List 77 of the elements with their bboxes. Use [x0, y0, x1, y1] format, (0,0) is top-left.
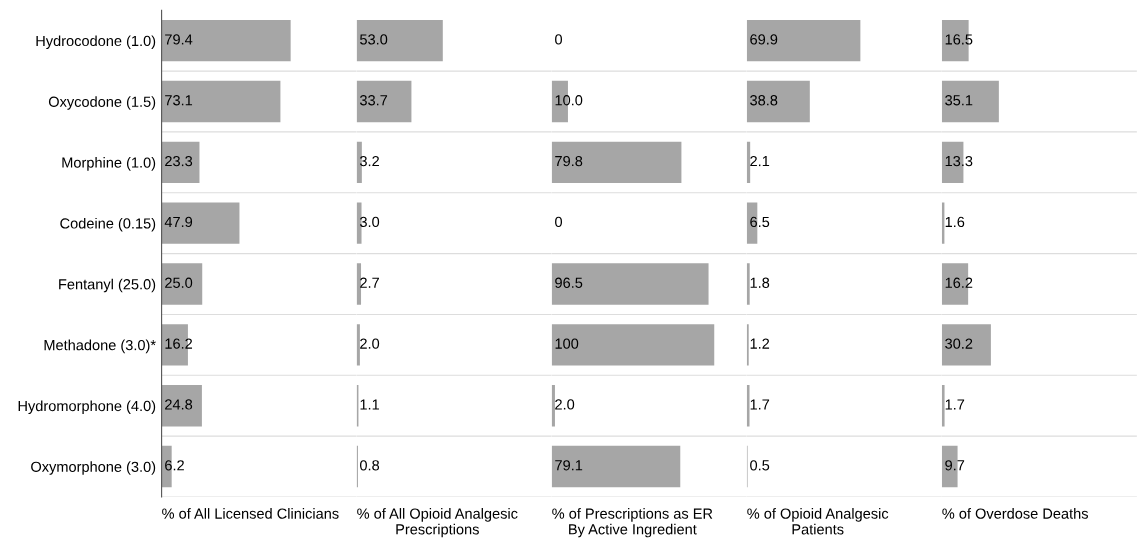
data-label: 2.0 [555, 399, 575, 410]
bar [941, 385, 945, 427]
x-axis-title: % of All Opioid Analgesic Prescriptions [357, 508, 518, 538]
data-label: 0 [555, 216, 563, 228]
data-label: 35.1 [945, 95, 973, 106]
data-label: 1.1 [360, 399, 379, 410]
bar [746, 385, 750, 427]
x-axis-title: % of Overdose Deaths [942, 508, 1088, 519]
data-label: 10.0 [555, 95, 583, 106]
data-label: 47.9 [164, 216, 193, 228]
data-label: 16.5 [945, 34, 973, 45]
bar [161, 385, 202, 427]
bar [356, 263, 362, 305]
y-tick-label: Fentanyl (25.0) [59, 278, 156, 293]
data-label: 1.8 [750, 277, 770, 288]
bar [356, 19, 443, 62]
data-label: 1.7 [750, 399, 770, 410]
data-label: 1.2 [750, 338, 770, 349]
data-label: 73.1 [165, 95, 193, 106]
bar [551, 141, 682, 184]
data-label: 9.7 [945, 460, 965, 471]
data-label: 1.6 [945, 216, 965, 228]
data-label: 13.3 [945, 155, 973, 167]
data-label: 24.8 [165, 399, 193, 410]
data-label: 53.0 [360, 34, 388, 45]
bar [161, 141, 200, 184]
bar [941, 324, 991, 366]
data-label: 23.3 [165, 155, 193, 167]
data-label: 25.0 [165, 277, 193, 288]
data-label: 0.5 [750, 460, 770, 471]
data-label: 69.9 [750, 34, 778, 45]
data-label: 79.4 [165, 34, 193, 45]
bar [161, 19, 291, 62]
data-label: 2.7 [360, 277, 379, 288]
y-tick-label: Codeine (0.15) [60, 217, 156, 232]
y-tick-label: Oxymorphone (3.0) [31, 461, 156, 475]
data-label: 2.1 [750, 155, 770, 167]
data-label: 100 [555, 338, 579, 349]
y-tick-label: Hydrocodone (1.0) [36, 35, 156, 49]
bar [941, 80, 999, 123]
data-label: 0.8 [360, 460, 380, 471]
data-label: 38.8 [750, 95, 778, 106]
data-label: 6.5 [750, 216, 770, 228]
y-tick-label: Methadone (3.0)* [44, 339, 156, 354]
data-label: 0 [555, 34, 563, 45]
data-label: 16.2 [165, 338, 193, 349]
bar [551, 445, 681, 488]
bar [161, 202, 240, 244]
x-axis-title: % of Opioid Analgesic Patients [747, 508, 889, 535]
data-label: 79.1 [555, 460, 583, 471]
y-tick-label: Morphine (1.0) [62, 157, 156, 171]
x-axis-title: % of All Licensed Clinicians [162, 508, 339, 519]
data-label: 1.7 [945, 399, 965, 410]
data-label: 33.7 [359, 95, 388, 106]
bar [551, 263, 709, 305]
y-tick-label: Hydromorphone (4.0) [18, 400, 156, 415]
bar [356, 80, 412, 123]
bar [551, 385, 555, 427]
bar [161, 80, 281, 123]
bar [356, 324, 360, 366]
data-label: 3.2 [359, 155, 379, 167]
bar [161, 263, 203, 305]
data-label: 16.2 [945, 277, 973, 288]
data-label: 6.2 [165, 460, 184, 471]
data-label: 2.0 [360, 338, 380, 349]
x-axis-title: % of Prescriptions as ER By Active Ingredient [552, 508, 713, 538]
data-label: 30.2 [945, 338, 973, 349]
bar [356, 202, 362, 244]
bar [746, 19, 861, 62]
y-tick-label: Oxycodone (1.5) [48, 96, 156, 110]
data-label: 3.0 [359, 216, 380, 228]
bar [746, 263, 750, 305]
data-label: 79.8 [555, 155, 583, 167]
bar [551, 324, 715, 366]
data-label: 96.5 [555, 277, 583, 288]
bar [356, 141, 362, 184]
bar [746, 80, 810, 123]
